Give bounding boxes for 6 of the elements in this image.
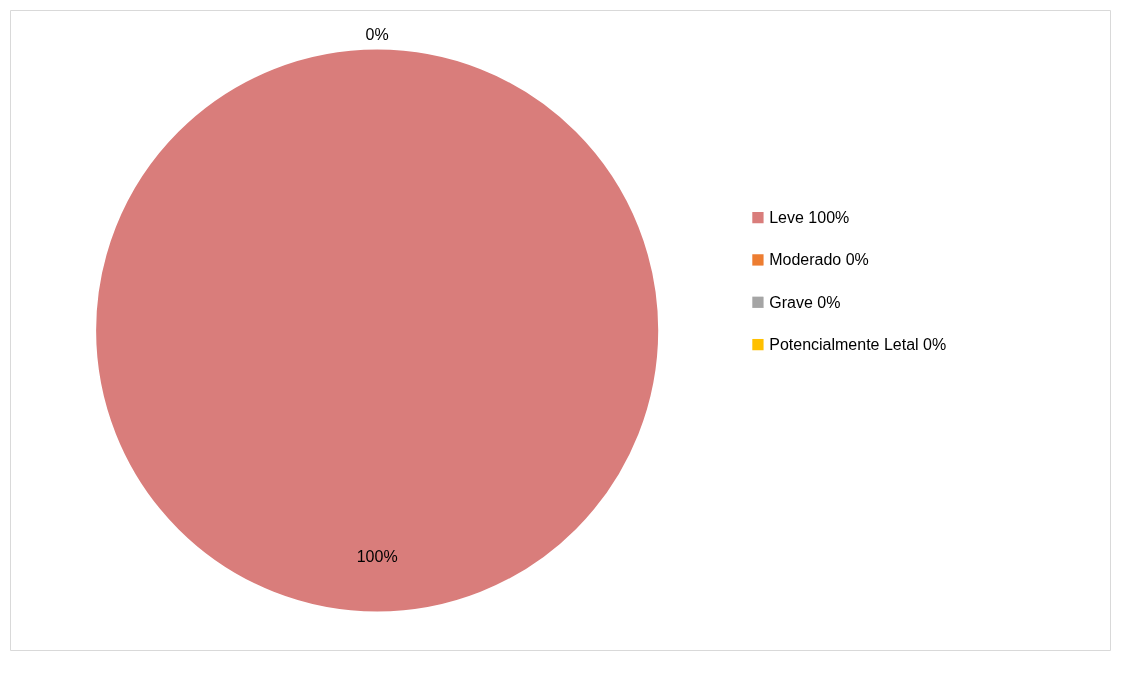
- legend-label: Potencialmente Letal 0%: [769, 336, 947, 354]
- legend-label: Moderado 0%: [769, 251, 869, 269]
- text: 0%: [365, 25, 389, 43]
- data-label: 100%: [356, 547, 398, 565]
- legend-label: Grave 0%: [769, 293, 841, 311]
- legend-label: Leve 100%: [769, 209, 850, 227]
